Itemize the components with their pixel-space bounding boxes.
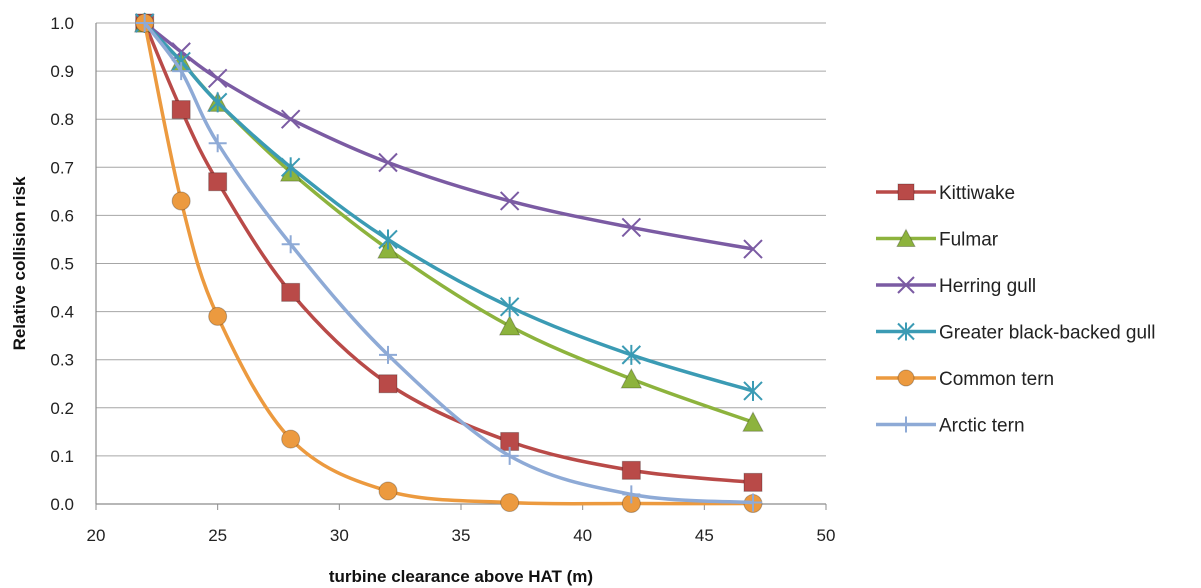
y-tick-label: 0.3 bbox=[50, 351, 74, 370]
marker-stroke bbox=[621, 217, 642, 238]
data-point bbox=[208, 134, 227, 153]
data-point bbox=[621, 344, 642, 365]
data-point bbox=[743, 380, 763, 401]
data-point bbox=[208, 172, 228, 192]
series-line bbox=[143, 21, 754, 505]
legend-marker bbox=[897, 276, 915, 294]
data-point bbox=[378, 481, 398, 501]
series-common-tern bbox=[135, 13, 763, 514]
legend-marker bbox=[896, 228, 916, 247]
data-point bbox=[378, 229, 398, 250]
data-point bbox=[500, 493, 520, 513]
series-arctic-tern bbox=[135, 14, 762, 512]
data-point bbox=[171, 100, 191, 120]
y-tick-label: 0.4 bbox=[50, 303, 74, 322]
series-layer bbox=[133, 11, 764, 514]
legend: Kittiwake Fulmar Herring gull Greater black… bbox=[876, 183, 1156, 437]
data-point bbox=[207, 68, 228, 89]
legend-item: Arctic tern bbox=[876, 416, 1025, 437]
data-point bbox=[280, 157, 301, 178]
marker-stroke bbox=[499, 191, 520, 211]
data-point bbox=[171, 191, 191, 211]
x-tick-label: 50 bbox=[817, 526, 836, 545]
data-point bbox=[743, 472, 763, 492]
marker-stroke bbox=[743, 239, 763, 259]
y-tick-label: 0.6 bbox=[50, 206, 74, 225]
data-point bbox=[378, 374, 398, 394]
data-point bbox=[281, 282, 301, 302]
legend-label: Fulmar bbox=[939, 230, 999, 251]
data-point bbox=[135, 14, 154, 32]
legend-item: Greater black-backed gull bbox=[876, 322, 1156, 344]
legend-label: Common tern bbox=[939, 369, 1054, 390]
marker-stroke bbox=[378, 152, 398, 173]
legend-item: Herring gull bbox=[876, 276, 1036, 297]
y-tick-label: 0.9 bbox=[50, 62, 74, 81]
data-point bbox=[281, 429, 301, 449]
legend-marker bbox=[898, 416, 914, 433]
legend-marker bbox=[897, 369, 915, 387]
tick-labels: 0.0 0.1 0.2 0.3 0.4 0.5 0.6 0.7 0.8 0.9 1.0 20 25 30 3… bbox=[50, 14, 835, 545]
legend-marker bbox=[897, 322, 915, 341]
data-point bbox=[172, 62, 191, 81]
data-point bbox=[743, 239, 763, 259]
y-tick-label: 0.1 bbox=[50, 447, 74, 466]
data-point bbox=[280, 109, 301, 129]
data-point bbox=[500, 446, 519, 465]
data-point bbox=[622, 485, 641, 504]
data-point bbox=[499, 191, 520, 211]
data-point bbox=[621, 460, 641, 480]
x-tick-label: 30 bbox=[330, 526, 349, 545]
series-greater-black-backed-gull bbox=[134, 13, 763, 401]
y-tick-label: 0.0 bbox=[50, 495, 74, 514]
data-point bbox=[742, 411, 764, 432]
y-tick-label: 0.5 bbox=[50, 255, 74, 274]
x-tick-label: 25 bbox=[208, 526, 227, 545]
y-tick-label: 1.0 bbox=[50, 14, 74, 33]
y-tick-label: 0.8 bbox=[50, 110, 74, 129]
data-point bbox=[379, 345, 397, 364]
data-point bbox=[499, 296, 520, 317]
legend-label: Arctic tern bbox=[939, 416, 1025, 437]
data-point bbox=[208, 306, 228, 326]
series-line bbox=[143, 21, 754, 424]
data-point bbox=[620, 367, 643, 389]
y-axis-title: Relative collision risk bbox=[10, 176, 29, 350]
legend-item: Kittiwake bbox=[876, 183, 1015, 204]
marker-stroke bbox=[207, 68, 228, 89]
x-tick-label: 40 bbox=[573, 526, 592, 545]
series-line bbox=[143, 21, 754, 393]
data-point bbox=[498, 314, 521, 336]
legend-label: Herring gull bbox=[939, 276, 1036, 297]
legend-item: Common tern bbox=[876, 369, 1054, 390]
x-tick-label: 20 bbox=[87, 526, 106, 545]
data-point bbox=[281, 235, 300, 254]
marker-stroke bbox=[280, 109, 301, 129]
y-tick-label: 0.7 bbox=[50, 158, 74, 177]
legend-marker bbox=[897, 183, 915, 201]
data-point bbox=[621, 217, 642, 238]
legend-label: Greater black-backed gull bbox=[939, 323, 1156, 344]
legend-item: Fulmar bbox=[876, 228, 999, 251]
marker-stroke bbox=[897, 276, 915, 294]
y-tick-label: 0.2 bbox=[50, 399, 74, 418]
data-point bbox=[207, 92, 228, 113]
x-tick-label: 45 bbox=[695, 526, 714, 545]
legend-label: Kittiwake bbox=[939, 183, 1015, 204]
series-herring-gull bbox=[134, 13, 763, 259]
x-tick-label: 35 bbox=[452, 526, 471, 545]
axes bbox=[95, 23, 827, 510]
data-point bbox=[378, 152, 398, 173]
x-axis-title: turbine clearance above HAT (m) bbox=[329, 567, 593, 586]
data-point bbox=[744, 493, 762, 512]
